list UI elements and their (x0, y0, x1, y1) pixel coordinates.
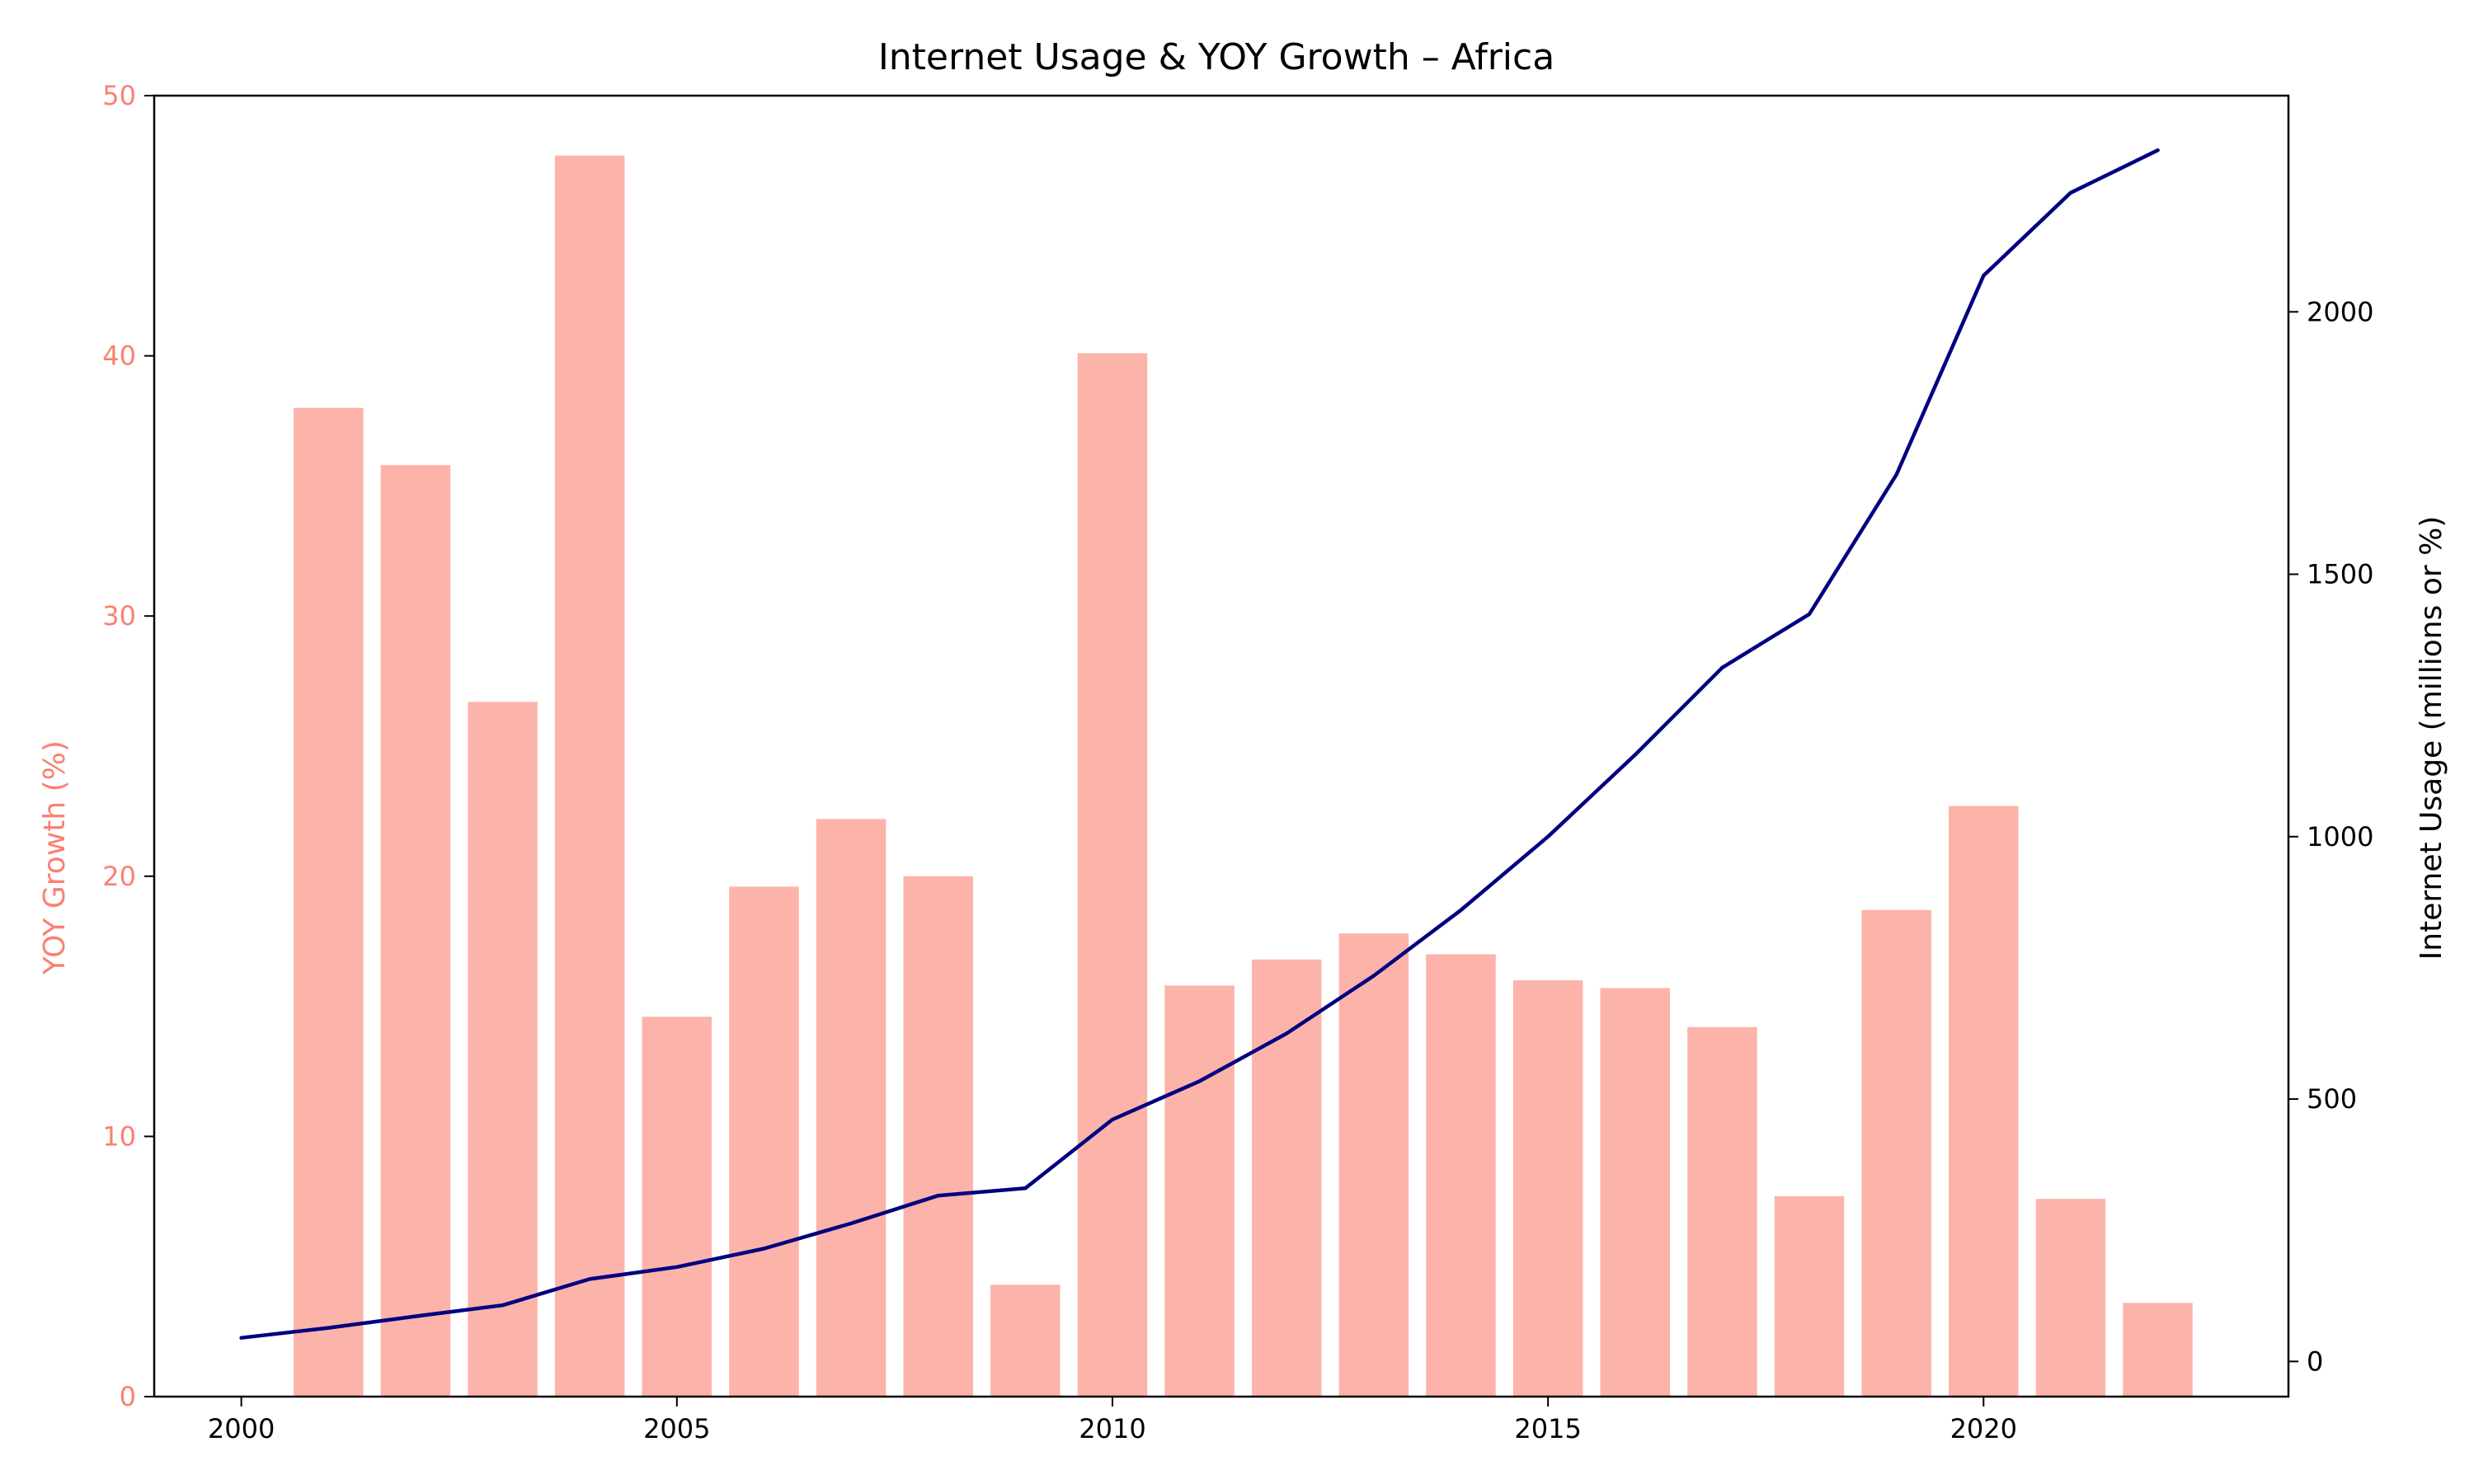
x-tick-label-2015: 2015 (1514, 1413, 1581, 1444)
y-right-tick-label-1000: 1000 (2307, 821, 2373, 852)
x-tick-label-2000: 2000 (208, 1413, 275, 1444)
bar-2015 (1512, 980, 1583, 1397)
bar-2014 (1426, 954, 1496, 1397)
x-tick-label-2020: 2020 (1950, 1413, 2017, 1444)
y-right-tick-label-1500: 1500 (2307, 559, 2373, 590)
bar-2021 (2035, 1199, 2106, 1397)
y-right-tick-label-2000: 2000 (2307, 296, 2373, 327)
bar-2020 (1949, 805, 2019, 1397)
bar-2011 (1164, 985, 1235, 1397)
bar-2012 (1251, 959, 1322, 1397)
bar-2019 (1861, 909, 1931, 1397)
y-axis-right-label: Internet Usage (millions or %) (2415, 516, 2448, 960)
axes: 2000 2005 2010 2015 202001020304050050010001… (102, 80, 2373, 1444)
bar-2018 (1774, 1195, 1845, 1397)
y-axis-left-label: YOY Growth (%) (38, 740, 72, 975)
bar-2016 (1600, 988, 1671, 1397)
y-left-tick-label-30: 30 (102, 600, 136, 632)
y-right-tick-label-500: 500 (2307, 1083, 2357, 1115)
bar-2006 (729, 886, 799, 1397)
plot-frame (153, 94, 2290, 1398)
y-left-tick-label-40: 40 (102, 340, 136, 372)
y-left-tick-label-0: 0 (120, 1381, 136, 1412)
bar-2002 (380, 465, 451, 1397)
bar-2013 (1338, 933, 1409, 1397)
y-left-tick-label-20: 20 (102, 861, 136, 892)
bar-2017 (1687, 1026, 1757, 1397)
line-series (239, 148, 2160, 1340)
bar-2001 (294, 407, 364, 1397)
bar-2008 (903, 876, 973, 1397)
bar-2009 (990, 1284, 1061, 1397)
bar-2005 (642, 1017, 713, 1397)
y-left-tick-label-50: 50 (102, 80, 136, 111)
y-right-tick-label-0: 0 (2307, 1345, 2323, 1377)
bar-2003 (468, 702, 538, 1397)
x-tick-label-2005: 2005 (643, 1413, 710, 1444)
bar-2007 (816, 819, 887, 1397)
x-tick-label-2010: 2010 (1079, 1413, 1145, 1444)
bar-2022 (2123, 1303, 2193, 1397)
chart-title: Internet Usage & YOY Growth – Africa (878, 36, 1554, 78)
y-left-tick-label-10: 10 (102, 1120, 136, 1152)
bar-series (294, 155, 2193, 1397)
bar-2010 (1077, 353, 1148, 1397)
bar-2004 (554, 155, 625, 1397)
